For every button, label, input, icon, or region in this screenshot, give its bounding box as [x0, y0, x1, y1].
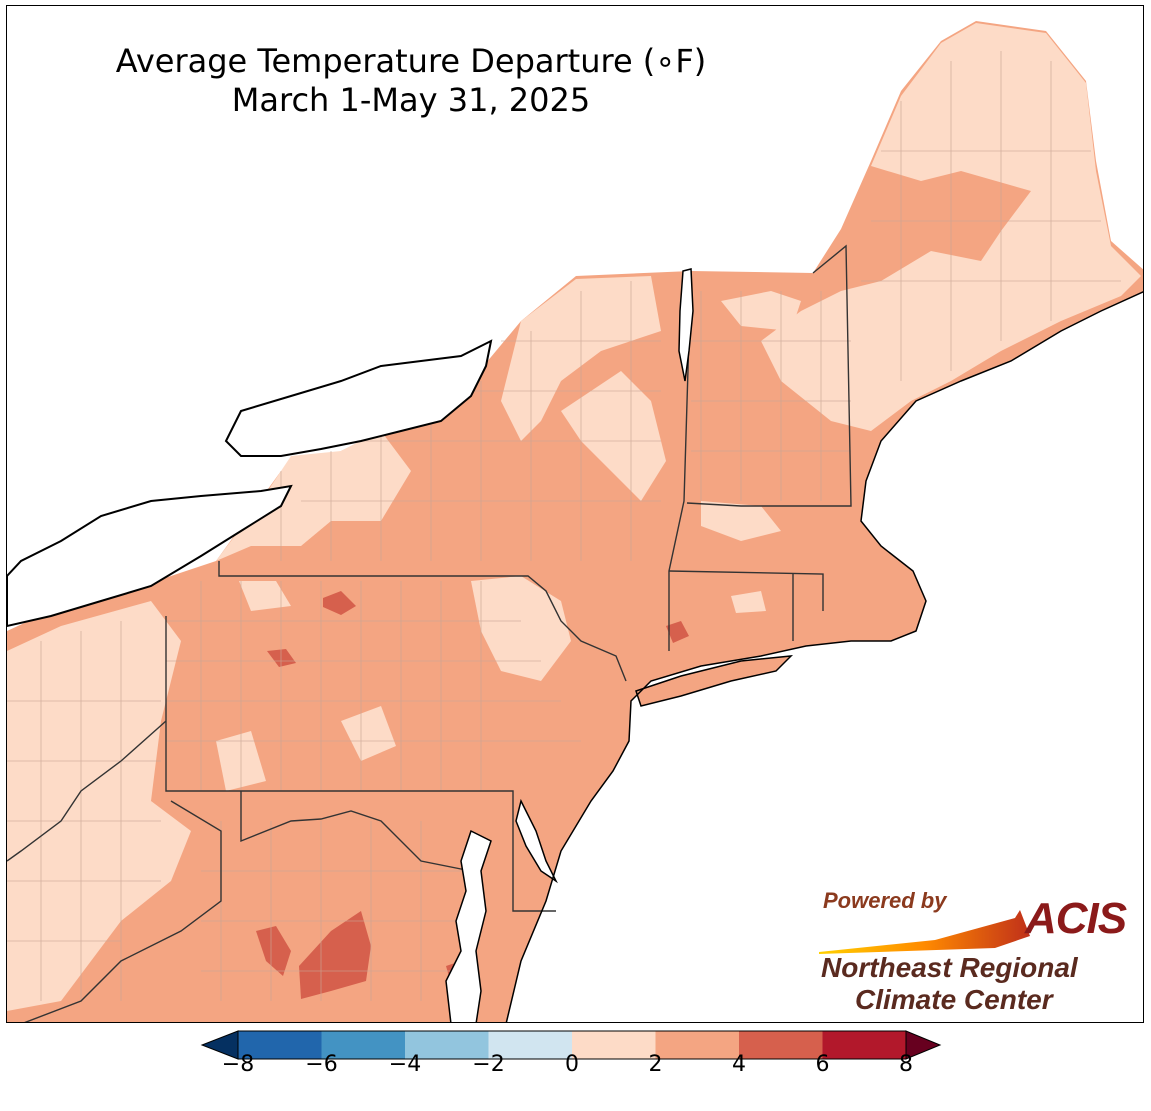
- org-name-line-2: Climate Center: [855, 984, 1053, 1015]
- colorbar-tick-label: 6: [815, 1052, 830, 1077]
- acis-text: ACIS: [1025, 894, 1127, 943]
- colorbar-tick-label: 2: [648, 1052, 663, 1077]
- colorbar-segment: [238, 1031, 322, 1059]
- org-name-line-1: Northeast Regional: [821, 952, 1078, 983]
- colorbar-segment: [655, 1031, 739, 1059]
- map-panel: Average Temperature Departure (∘F) March…: [6, 5, 1144, 1023]
- colorbar-tick-label: 8: [899, 1052, 913, 1077]
- coastline: [505, 291, 1143, 1022]
- map-title: Average Temperature Departure (∘F) March…: [71, 42, 751, 120]
- colorbar-tick-label: 4: [732, 1052, 746, 1077]
- ocean: [506, 291, 1143, 1022]
- band-0-2-areas: [7, 23, 1141, 1011]
- county-borders: [7, 51, 1121, 1001]
- colorbar-segment: [572, 1031, 656, 1059]
- colorbar-tick-label: −6: [305, 1052, 338, 1077]
- title-line-1: Average Temperature Departure (∘F): [115, 42, 707, 80]
- lake-erie: [7, 484, 293, 628]
- colorbar-segment: [488, 1031, 572, 1059]
- temperature-departure-map: [7, 21, 1143, 1022]
- state-borders: [7, 244, 852, 1022]
- colorbar-segment: [321, 1031, 405, 1059]
- lake-champlain: [678, 268, 694, 382]
- powered-by-text: Powered by: [823, 888, 947, 913]
- colorbar: [200, 1030, 942, 1060]
- nrcc-acis-logo: Powered by ACIS Northeast Regional Clima…: [815, 886, 1135, 1016]
- acis-swoosh-icon: [819, 910, 1030, 954]
- colorbar-tick-label: −4: [388, 1052, 422, 1077]
- colorbar-segment: [739, 1031, 823, 1059]
- colorbar-segment: [822, 1031, 906, 1059]
- chesapeake-bay: [445, 829, 492, 1022]
- band-4-6-areas: [256, 591, 689, 1001]
- long-island: [635, 655, 794, 707]
- delaware-bay: [515, 798, 558, 884]
- colorbar-tick-label: −8: [221, 1052, 255, 1077]
- lake-ontario: [224, 339, 493, 457]
- colorbar-tick-label: 0: [565, 1052, 579, 1077]
- title-line-2: March 1-May 31, 2025: [231, 81, 591, 119]
- colorbar-tick-label: −2: [472, 1052, 505, 1077]
- colorbar-segment: [405, 1031, 489, 1059]
